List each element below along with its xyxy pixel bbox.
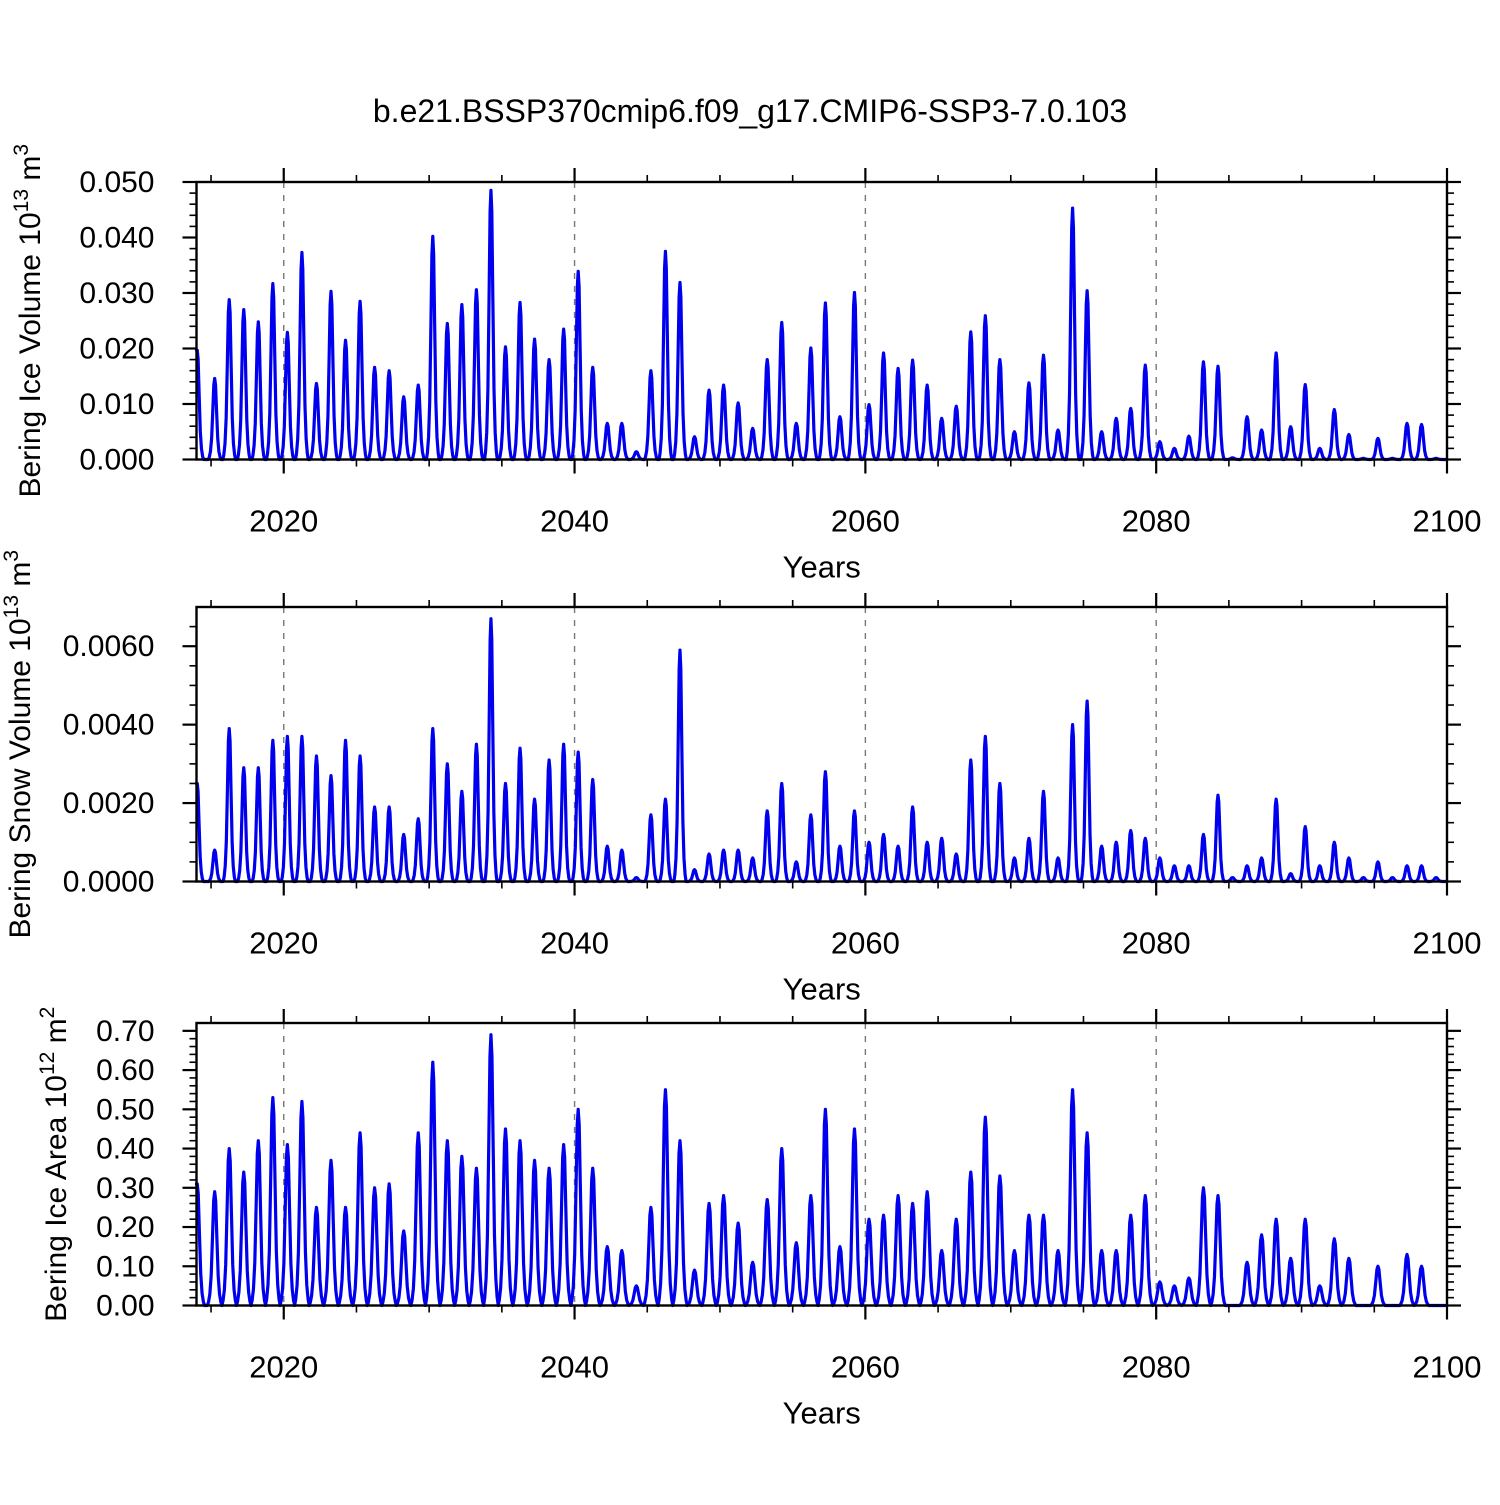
- bering-snow-volume-ytick-label: 0.0000: [63, 866, 155, 899]
- bering-ice-area-curve: [194, 1033, 1449, 1308]
- bering-ice-area-xaxis-title: Years: [783, 1396, 861, 1431]
- panels: 0.000 0.010 0.020 0.030 0.040 0.050 2020 2040 20…: [0, 144, 1481, 1431]
- bering-ice-area-yaxis-title: Bering Ice Area 1012 m2: [36, 1007, 73, 1322]
- bering-ice-volume-xtick-label: 2020: [249, 504, 318, 539]
- bering-snow-volume-xaxis-title: Years: [783, 972, 861, 1007]
- panel-bering-ice-volume: 0.000 0.010 0.020 0.030 0.040 0.050 2020 2040 20…: [10, 144, 1481, 585]
- bering-ice-area-ticks: [182, 1009, 1461, 1320]
- bering-snow-volume-xtick-label: 2080: [1122, 926, 1191, 961]
- bering-ice-volume-frame: [195, 180, 1449, 461]
- bering-snow-volume-xtick-label: 2100: [1413, 926, 1482, 961]
- bering-ice-volume-ytick-label: 0.050: [79, 166, 154, 199]
- panel-bering-snow-volume: 0.0000 0.0020 0.0040 0.0060 2020 2040 2060 2080…: [0, 550, 1481, 1007]
- bering-ice-area-ytick-label: 0.00: [96, 1290, 154, 1323]
- bering-ice-area-ytick-label: 0.70: [96, 1015, 154, 1048]
- bering-ice-area-ytick-label: 0.10: [96, 1250, 154, 1283]
- bering-ice-area-xtick-label: 2020: [249, 1350, 318, 1385]
- bering-snow-volume-xtick-label: 2020: [249, 926, 318, 961]
- bering-ice-volume-xtick-label: 2080: [1122, 504, 1191, 539]
- bering-ice-area-ytick-label: 0.60: [96, 1054, 154, 1087]
- bering-snow-volume-ytick-label: 0.0020: [63, 787, 155, 820]
- chart-title: b.e21.BSSP370cmip6.f09_g17.CMIP6-SSP3-7.…: [373, 93, 1127, 129]
- bering-ice-area-xtick-label: 2040: [540, 1350, 609, 1385]
- bering-ice-volume-ytick-label: 0.010: [79, 388, 154, 421]
- bering-ice-volume-xtick-label: 2100: [1413, 504, 1482, 539]
- bering-snow-volume-ticks: [182, 593, 1461, 896]
- bering-ice-volume-curve: [194, 188, 1449, 462]
- bering-ice-area-ytick-label: 0.40: [96, 1133, 154, 1166]
- bering-snow-volume-curve: [194, 617, 1449, 884]
- bering-ice-volume-yaxis-title: Bering Ice Volume 1013 m3: [10, 144, 47, 498]
- panel-bering-ice-area: 0.00 0.10 0.20 0.30 0.40 0.50 0.60 0.70 2020 2040…: [36, 1007, 1481, 1431]
- bering-snow-volume-yaxis-title: Bering Snow Volume 1013 m3: [0, 550, 37, 939]
- bering-ice-area-xtick-label: 2080: [1122, 1350, 1191, 1385]
- bering-ice-volume-xaxis-title: Years: [783, 550, 861, 585]
- bering-ice-area-xtick-label: 2100: [1413, 1350, 1482, 1385]
- bering-ice-area-ytick-label: 0.20: [96, 1211, 154, 1244]
- bering-snow-volume-xtick-label: 2060: [831, 926, 900, 961]
- bering-ice-volume-xtick-label: 2040: [540, 504, 609, 539]
- bering-snow-volume-ytick-label: 0.0040: [63, 709, 155, 742]
- bering-ice-area-ytick-label: 0.50: [96, 1093, 154, 1126]
- bering-snow-volume-ytick-label: 0.0060: [63, 630, 155, 663]
- bering-ice-volume-ticks: [182, 168, 1461, 474]
- bering-ice-volume-ytick-label: 0.000: [79, 444, 154, 477]
- bering-snow-volume-xtick-label: 2040: [540, 926, 609, 961]
- bering-ice-volume-ytick-label: 0.030: [79, 277, 154, 310]
- bering-ice-volume-ytick-label: 0.040: [79, 222, 154, 255]
- bering-ice-area-xtick-label: 2060: [831, 1350, 900, 1385]
- bering-ice-volume-xtick-label: 2060: [831, 504, 900, 539]
- bering-ice-volume-ytick-label: 0.020: [79, 333, 154, 366]
- bering-ice-area-ytick-label: 0.30: [96, 1172, 154, 1205]
